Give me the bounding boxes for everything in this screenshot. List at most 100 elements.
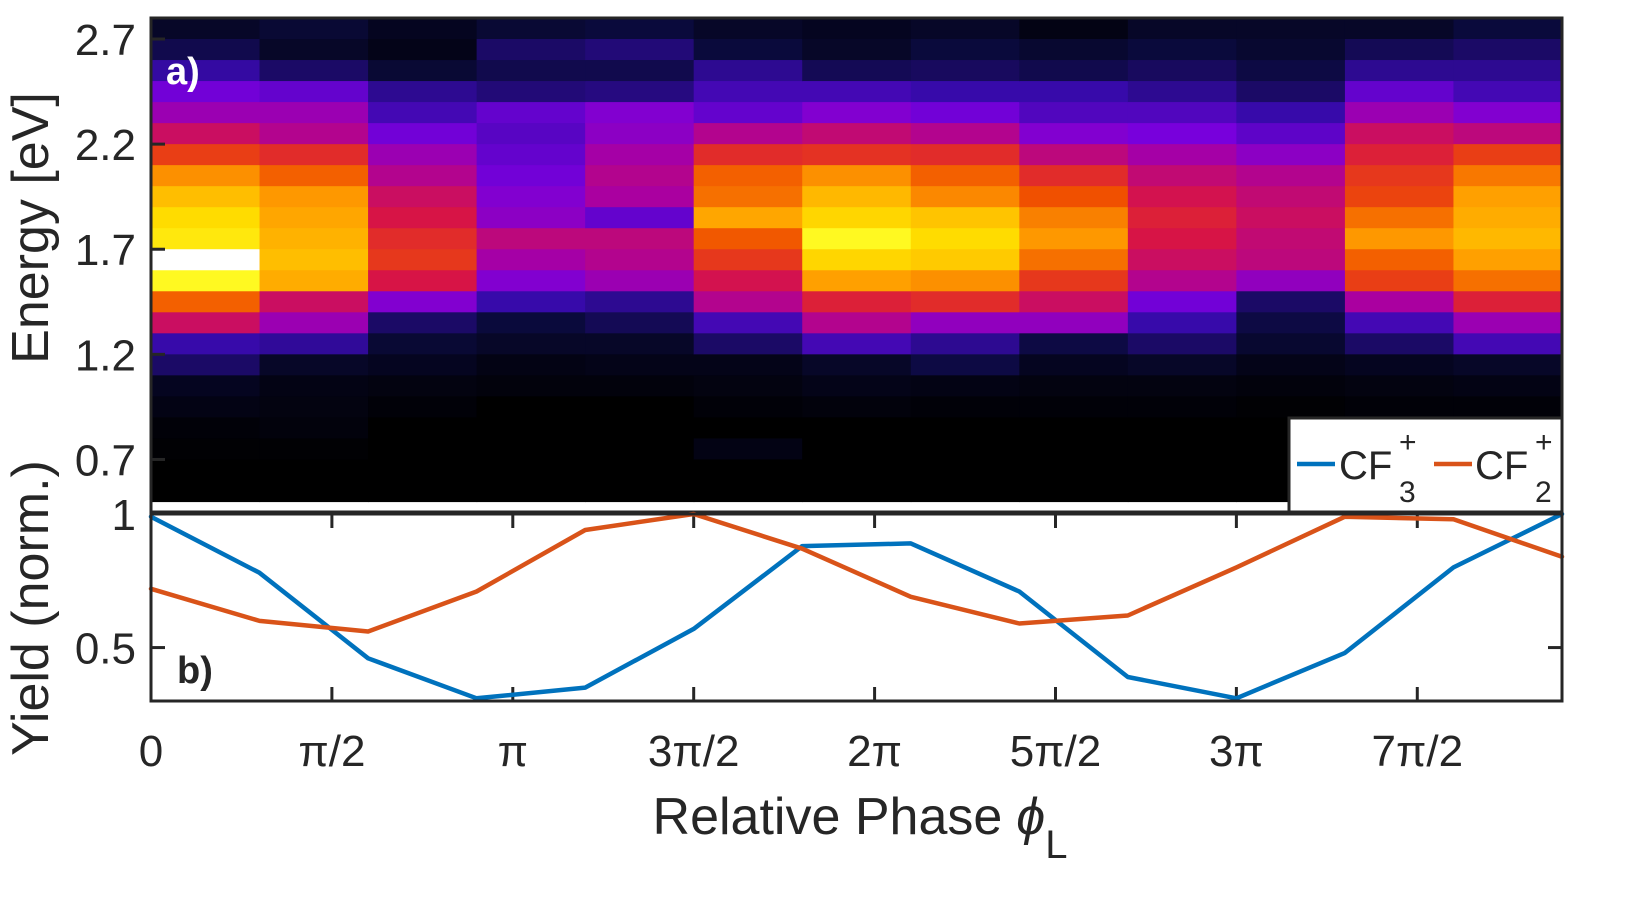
heatmap-cell bbox=[1236, 333, 1346, 355]
heatmap-cell bbox=[1019, 81, 1129, 103]
line-plot-series bbox=[148, 511, 1565, 701]
heatmap-cell bbox=[1019, 207, 1129, 229]
heatmap-cell bbox=[476, 333, 586, 355]
line-plot-ticks: 0 π/2 π 3π/2 2π 5π/2 3π 7π/2 1 0.5 bbox=[75, 491, 1562, 776]
heatmap-cell bbox=[910, 291, 1020, 313]
heatmap-cell bbox=[910, 144, 1020, 166]
heatmap-cell bbox=[693, 39, 803, 61]
heatmap-cell bbox=[910, 81, 1020, 103]
series-line-cf2 bbox=[148, 511, 1565, 634]
heatmap-cell bbox=[1344, 333, 1455, 355]
heatmap-cell bbox=[1453, 333, 1563, 355]
heatmap-cell bbox=[1453, 312, 1563, 334]
heatmap-cell bbox=[1127, 438, 1237, 461]
legend-label-cf2: CF bbox=[1475, 444, 1528, 488]
heatmap-cell bbox=[1127, 144, 1237, 166]
heatmap-cell bbox=[368, 81, 478, 103]
heatmap-cell bbox=[151, 438, 261, 461]
heatmap-y-ticks: 2.7 2.2 1.7 1.2 0.7 bbox=[75, 16, 165, 485]
heatmap-cell bbox=[368, 438, 478, 461]
heatmap-cell bbox=[693, 354, 803, 376]
heatmap-cell bbox=[368, 375, 478, 397]
heatmap-cell bbox=[910, 228, 1020, 250]
heatmap-cell bbox=[910, 459, 1020, 482]
heatmap-cell bbox=[1344, 165, 1455, 187]
heatmap-cell bbox=[910, 396, 1020, 418]
heatmap-cell bbox=[151, 459, 261, 482]
heatmap-cell bbox=[802, 291, 912, 313]
heatmap-cell bbox=[368, 228, 478, 250]
heatmap-cell bbox=[1344, 102, 1455, 124]
heatmap-cell bbox=[476, 123, 586, 145]
heatmap-cell bbox=[1344, 291, 1455, 313]
heatmap-cell bbox=[368, 207, 478, 229]
heatmap-cell bbox=[910, 39, 1020, 61]
heatmap-cell bbox=[1127, 249, 1237, 271]
heatmap-cell bbox=[259, 60, 369, 82]
heatmap-cell bbox=[585, 60, 695, 82]
heatmap-cell bbox=[368, 18, 478, 40]
heatmap-cell bbox=[585, 39, 695, 61]
heatmap-cell bbox=[1019, 333, 1129, 355]
heatmap-cell bbox=[910, 165, 1020, 187]
heatmap-cell bbox=[585, 333, 695, 355]
y-tick-label: 0.5 bbox=[75, 625, 136, 674]
heatmap-cell bbox=[151, 333, 261, 355]
heatmap-cell bbox=[476, 291, 586, 313]
heatmap-cell bbox=[476, 102, 586, 124]
heatmap-cell bbox=[1236, 165, 1346, 187]
heatmap-cell bbox=[693, 312, 803, 334]
heatmap-cell bbox=[1236, 375, 1346, 397]
x-tick-label: π/2 bbox=[298, 727, 365, 776]
heatmap-cell bbox=[910, 270, 1020, 292]
heatmap-cell bbox=[910, 438, 1020, 461]
heatmap-cell bbox=[693, 186, 803, 208]
heatmap-cell bbox=[1344, 144, 1455, 166]
heatmap-cell bbox=[1127, 207, 1237, 229]
heatmap-cell bbox=[1236, 18, 1346, 40]
heatmap-cell bbox=[1453, 123, 1563, 145]
panel-b-label: b) bbox=[177, 650, 213, 692]
heatmap-cell bbox=[802, 270, 912, 292]
heatmap-cell bbox=[1236, 60, 1346, 82]
heatmap-cell bbox=[585, 228, 695, 250]
heatmap-cell bbox=[1019, 459, 1129, 482]
heatmap-cell bbox=[1344, 207, 1455, 229]
heatmap-cell bbox=[476, 81, 586, 103]
heatmap-cell bbox=[1453, 375, 1563, 397]
heatmap-cell bbox=[259, 333, 369, 355]
heatmap-cell bbox=[368, 39, 478, 61]
heatmap-cell bbox=[585, 249, 695, 271]
heatmap-cell bbox=[151, 60, 261, 82]
x-axis-label-subscript: L bbox=[1045, 823, 1067, 867]
heatmap-cell bbox=[1344, 60, 1455, 82]
heatmap-cell bbox=[693, 438, 803, 461]
heatmap-cell bbox=[693, 123, 803, 145]
heatmap-cell bbox=[1236, 270, 1346, 292]
x-tick-label: 3π/2 bbox=[648, 727, 740, 776]
heatmap-cell bbox=[910, 375, 1020, 397]
heatmap-cell bbox=[1019, 165, 1129, 187]
heatmap-cell bbox=[368, 144, 478, 166]
heatmap-y-tick-label: 1.7 bbox=[75, 226, 136, 275]
heatmap-cell bbox=[476, 375, 586, 397]
heatmap-cell bbox=[368, 249, 478, 271]
heatmap-cell bbox=[693, 459, 803, 482]
heatmap-cell bbox=[1127, 417, 1237, 440]
heatmap-cell bbox=[802, 375, 912, 397]
heatmap-cell bbox=[693, 375, 803, 397]
heatmap-cell bbox=[1236, 396, 1346, 418]
heatmap-cell bbox=[1019, 480, 1129, 503]
heatmap-cell bbox=[802, 354, 912, 376]
heatmap-cell bbox=[1236, 102, 1346, 124]
heatmap-cell bbox=[151, 396, 261, 418]
heatmap-cell bbox=[585, 375, 695, 397]
yield-axis-label: Yield (norm.) bbox=[2, 460, 60, 756]
heatmap-cell bbox=[585, 438, 695, 461]
heatmap-cell bbox=[693, 396, 803, 418]
heatmap-cell bbox=[368, 459, 478, 482]
legend-subscript: 2 bbox=[1535, 476, 1552, 509]
heatmap-cell bbox=[1344, 249, 1455, 271]
heatmap-cell bbox=[476, 228, 586, 250]
